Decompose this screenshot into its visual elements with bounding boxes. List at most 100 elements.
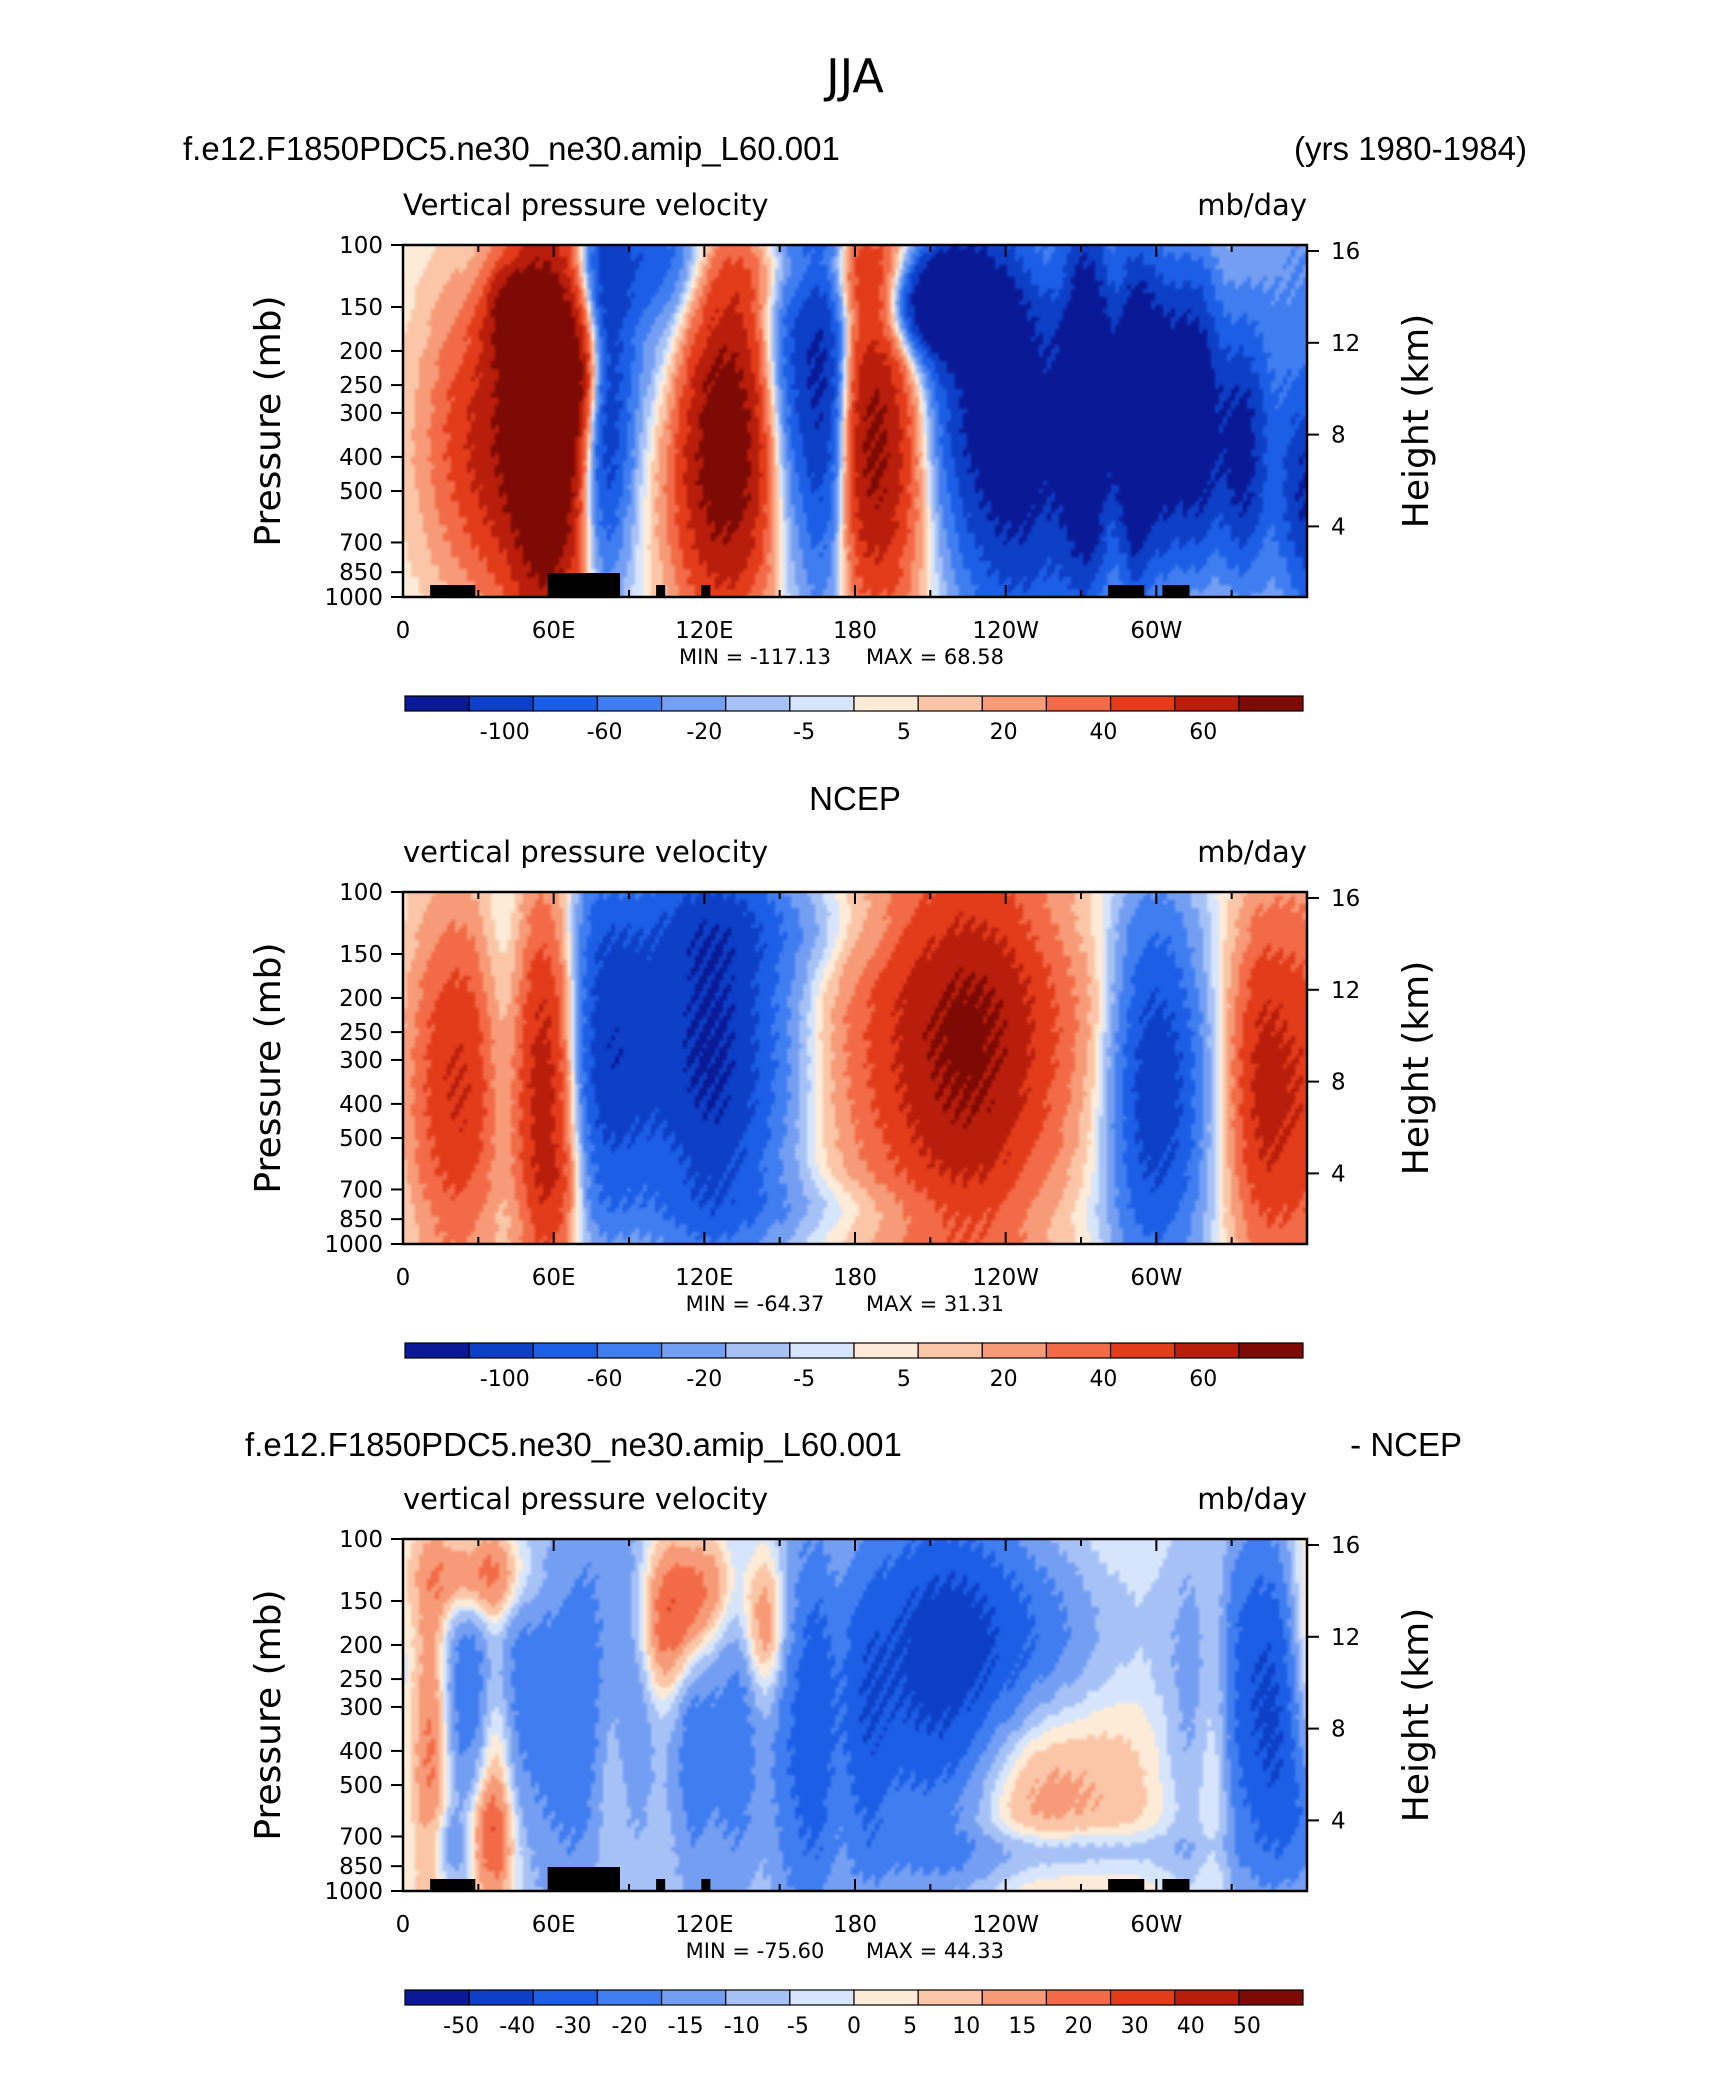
max-value-text: MAX = 44.33 <box>866 1939 1004 1963</box>
colorbar-swatch <box>725 695 791 712</box>
colorbar-label: 10 <box>952 2014 980 2039</box>
contour-field <box>403 1539 1307 1891</box>
colorbar-label: -30 <box>555 2014 591 2039</box>
colorbar-label: -60 <box>587 720 623 745</box>
y-tick-label: 400 <box>339 1092 383 1118</box>
y-right-tick-label: 4 <box>1331 514 1346 540</box>
y-tick-label: 100 <box>339 233 383 259</box>
colorbar-swatch <box>789 1342 855 1359</box>
x-tick-label: 60W <box>1130 1265 1182 1291</box>
colorbar-label: 30 <box>1121 2014 1149 2039</box>
x-tick-label: 0 <box>396 1912 411 1938</box>
colorbar-swatch <box>1238 1989 1304 2006</box>
colorbar-swatch <box>660 1342 727 1359</box>
y-tick-label: 300 <box>339 401 383 427</box>
x-tick-label: 180 <box>833 1912 877 1938</box>
contour-field <box>403 892 1307 1244</box>
y-tick-label: 850 <box>339 1854 383 1880</box>
colorbar-label: -5 <box>787 2014 809 2039</box>
y-tick-label: 150 <box>339 1589 383 1615</box>
x-tick-label: 180 <box>833 1265 877 1291</box>
land-mask <box>656 585 666 597</box>
x-tick-label: 120E <box>675 1912 733 1938</box>
colorbar-swatch <box>853 695 919 712</box>
colorbar-label: -100 <box>480 1367 530 1392</box>
panel-subtitle-right: mb/day <box>1197 188 1307 222</box>
y-right-tick-label: 12 <box>1331 978 1360 1004</box>
colorbar-swatch <box>1045 1989 1112 2006</box>
colorbar-swatch <box>532 1342 599 1359</box>
panel-title-right: - NCEP <box>1350 1426 1462 1463</box>
colorbar-label: 5 <box>897 1367 911 1392</box>
colorbar-label: -20 <box>686 1367 722 1392</box>
panel-subtitle-left: vertical pressure velocity <box>403 835 768 869</box>
x-tick-label: 60W <box>1130 1912 1182 1938</box>
land-mask <box>1108 585 1145 597</box>
colorbar-label: -15 <box>668 2014 704 2039</box>
y-right-axis-label: Height (km) <box>1396 314 1437 528</box>
y-tick-label: 1000 <box>324 585 383 611</box>
land-mask <box>430 1879 476 1891</box>
colorbar-swatch <box>853 1989 919 2006</box>
colorbar-swatch <box>468 1989 534 2006</box>
min-value-text: MIN = -75.60 <box>686 1939 825 1963</box>
colorbar-swatch <box>1238 1342 1304 1359</box>
x-tick-label: 60E <box>532 1265 576 1291</box>
colorbar-label: 40 <box>1177 2014 1205 2039</box>
land-mask <box>547 573 620 597</box>
y-tick-label: 500 <box>339 479 383 505</box>
colorbar-swatch <box>596 1342 663 1359</box>
colorbar-swatch <box>853 1342 919 1359</box>
y-right-tick-label: 8 <box>1331 423 1346 449</box>
colorbar-label: 20 <box>990 720 1018 745</box>
x-tick-label: 120E <box>675 1265 733 1291</box>
y-right-tick-label: 4 <box>1331 1808 1346 1834</box>
max-value-text: MAX = 31.31 <box>866 1292 1004 1316</box>
colorbar-swatch <box>1109 1342 1176 1359</box>
max-value-text: MAX = 68.58 <box>866 645 1004 669</box>
colorbar-label: 15 <box>1008 2014 1036 2039</box>
colorbar-swatch <box>981 1989 1048 2006</box>
colorbar-label: -60 <box>587 1367 623 1392</box>
colorbar-label: -5 <box>793 720 815 745</box>
colorbar-label: 0 <box>847 2014 861 2039</box>
colorbar-swatch <box>789 1989 855 2006</box>
x-tick-label: 120W <box>972 1912 1039 1938</box>
colorbar-swatch <box>660 1989 727 2006</box>
panel-subtitle-right: mb/day <box>1197 835 1307 869</box>
y-right-axis-label: Height (km) <box>1396 961 1437 1175</box>
y-tick-label: 150 <box>339 942 383 968</box>
y-right-tick-label: 16 <box>1331 239 1360 265</box>
x-tick-label: 60E <box>532 1912 576 1938</box>
colorbar-label: 5 <box>903 2014 917 2039</box>
y-tick-label: 200 <box>339 339 383 365</box>
colorbar-swatch <box>1174 695 1240 712</box>
y-right-tick-label: 8 <box>1331 1717 1346 1743</box>
colorbar-swatch <box>789 695 855 712</box>
panel-title-left: f.e12.F1850PDC5.ne30_ne30.amip_L60.001 <box>245 1426 902 1463</box>
colorbar-swatch <box>468 695 534 712</box>
colorbar-label: 60 <box>1189 1367 1217 1392</box>
colorbar-swatch <box>917 1989 983 2006</box>
panel-3: f.e12.F1850PDC5.ne30_ne30.amip_L60.001 - … <box>245 1426 1462 2039</box>
colorbar-swatch <box>1238 695 1304 712</box>
y-tick-label: 250 <box>339 1020 383 1046</box>
colorbar-swatch <box>596 1989 663 2006</box>
colorbar-label: 50 <box>1233 2014 1261 2039</box>
land-mask <box>1108 1879 1145 1891</box>
land-mask <box>701 585 711 597</box>
colorbar-swatch <box>404 1989 470 2006</box>
colorbar-swatch <box>917 1342 983 1359</box>
y-right-tick-label: 4 <box>1331 1161 1346 1187</box>
y-tick-label: 700 <box>339 530 383 556</box>
colorbar-label: -10 <box>724 2014 760 2039</box>
colorbar-label: 20 <box>990 1367 1018 1392</box>
colorbar-label: 40 <box>1089 720 1117 745</box>
x-tick-label: 120W <box>972 1265 1039 1291</box>
colorbar-swatch <box>917 695 983 712</box>
colorbar-label: 20 <box>1065 2014 1093 2039</box>
panel-title-center: NCEP <box>809 780 901 817</box>
y-tick-label: 500 <box>339 1126 383 1152</box>
colorbar-swatch <box>1045 695 1112 712</box>
